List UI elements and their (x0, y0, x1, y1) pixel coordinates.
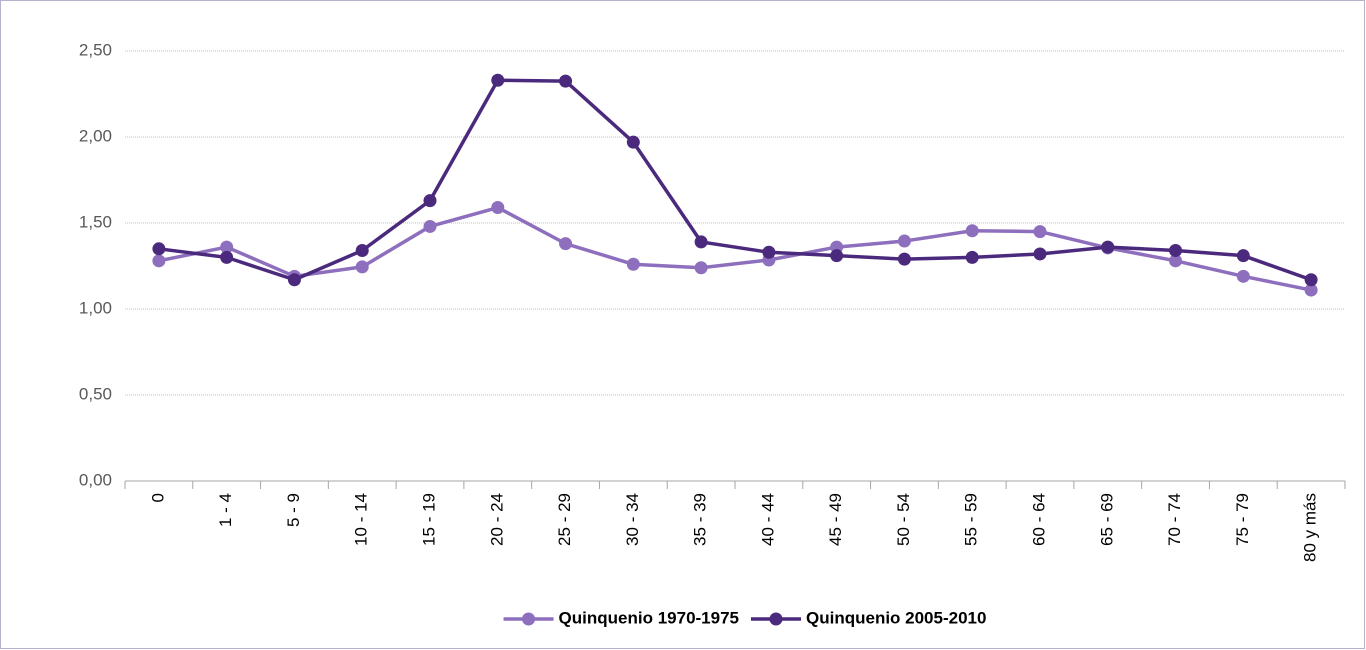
data-point (626, 135, 640, 149)
data-point (897, 234, 911, 248)
data-point (965, 250, 979, 264)
data-point (491, 201, 505, 215)
y-tick-label: 2,00 (79, 126, 112, 145)
data-point (152, 242, 166, 256)
data-point (694, 235, 708, 249)
x-tick-label: 20 - 24 (487, 493, 506, 546)
data-point (694, 261, 708, 275)
y-tick-label: 1,00 (79, 298, 112, 317)
x-tick-label: 0 (148, 493, 167, 502)
data-point (762, 245, 776, 259)
x-tick-label: 60 - 64 (1029, 493, 1048, 546)
x-tick-label: 50 - 54 (894, 493, 913, 546)
series-line (158, 78, 1312, 282)
data-point (287, 273, 301, 287)
data-point (897, 252, 911, 266)
x-tick-label: 1 - 4 (216, 493, 235, 527)
y-tick-label: 0,00 (79, 470, 112, 489)
data-point (559, 237, 573, 251)
y-tick-label: 0,50 (79, 384, 112, 403)
legend-marker (522, 612, 536, 626)
data-point (1304, 283, 1318, 297)
data-point (220, 250, 234, 264)
data-point (1033, 247, 1047, 261)
x-tick-label: 45 - 49 (826, 493, 845, 546)
x-tick-label: 15 - 19 (419, 493, 438, 546)
x-tick-label: 25 - 29 (555, 493, 574, 546)
legend-label: Quinquenio 1970-1975 (559, 608, 739, 627)
x-tick-label: 30 - 34 (623, 493, 642, 546)
x-tick-label: 75 - 79 (1233, 493, 1252, 546)
data-point (423, 194, 437, 208)
x-tick-label: 65 - 69 (1097, 493, 1116, 546)
y-tick-label: 2,50 (79, 40, 112, 59)
data-point (1169, 254, 1183, 268)
data-point (355, 260, 369, 274)
data-point (830, 249, 844, 263)
data-point (1236, 269, 1250, 283)
data-point (1101, 240, 1115, 254)
data-point (1033, 225, 1047, 239)
data-point (1304, 273, 1318, 287)
data-point (1169, 244, 1183, 258)
data-point (559, 74, 573, 88)
data-point (423, 219, 437, 233)
x-tick-label: 5 - 9 (284, 493, 303, 527)
legend-marker (769, 612, 783, 626)
data-point (220, 240, 234, 254)
x-tick-label: 40 - 44 (758, 493, 777, 546)
data-point (152, 254, 166, 268)
x-tick-label: 70 - 74 (1165, 493, 1184, 546)
data-point (626, 257, 640, 271)
data-point (491, 73, 505, 87)
legend-label: Quinquenio 2005-2010 (806, 608, 986, 627)
data-point (965, 224, 979, 238)
series-line (158, 205, 1312, 292)
legend: Quinquenio 1970-1975 Quinquenio 2005-2010 (503, 608, 986, 627)
x-tick-label: 80 y más (1301, 493, 1320, 562)
y-tick-label: 1,50 (79, 212, 112, 231)
data-point (1236, 249, 1250, 263)
x-tick-label: 35 - 39 (691, 493, 710, 546)
x-tick-label: 55 - 59 (962, 493, 981, 546)
data-point (355, 244, 369, 258)
x-tick-label: 10 - 14 (352, 493, 371, 546)
